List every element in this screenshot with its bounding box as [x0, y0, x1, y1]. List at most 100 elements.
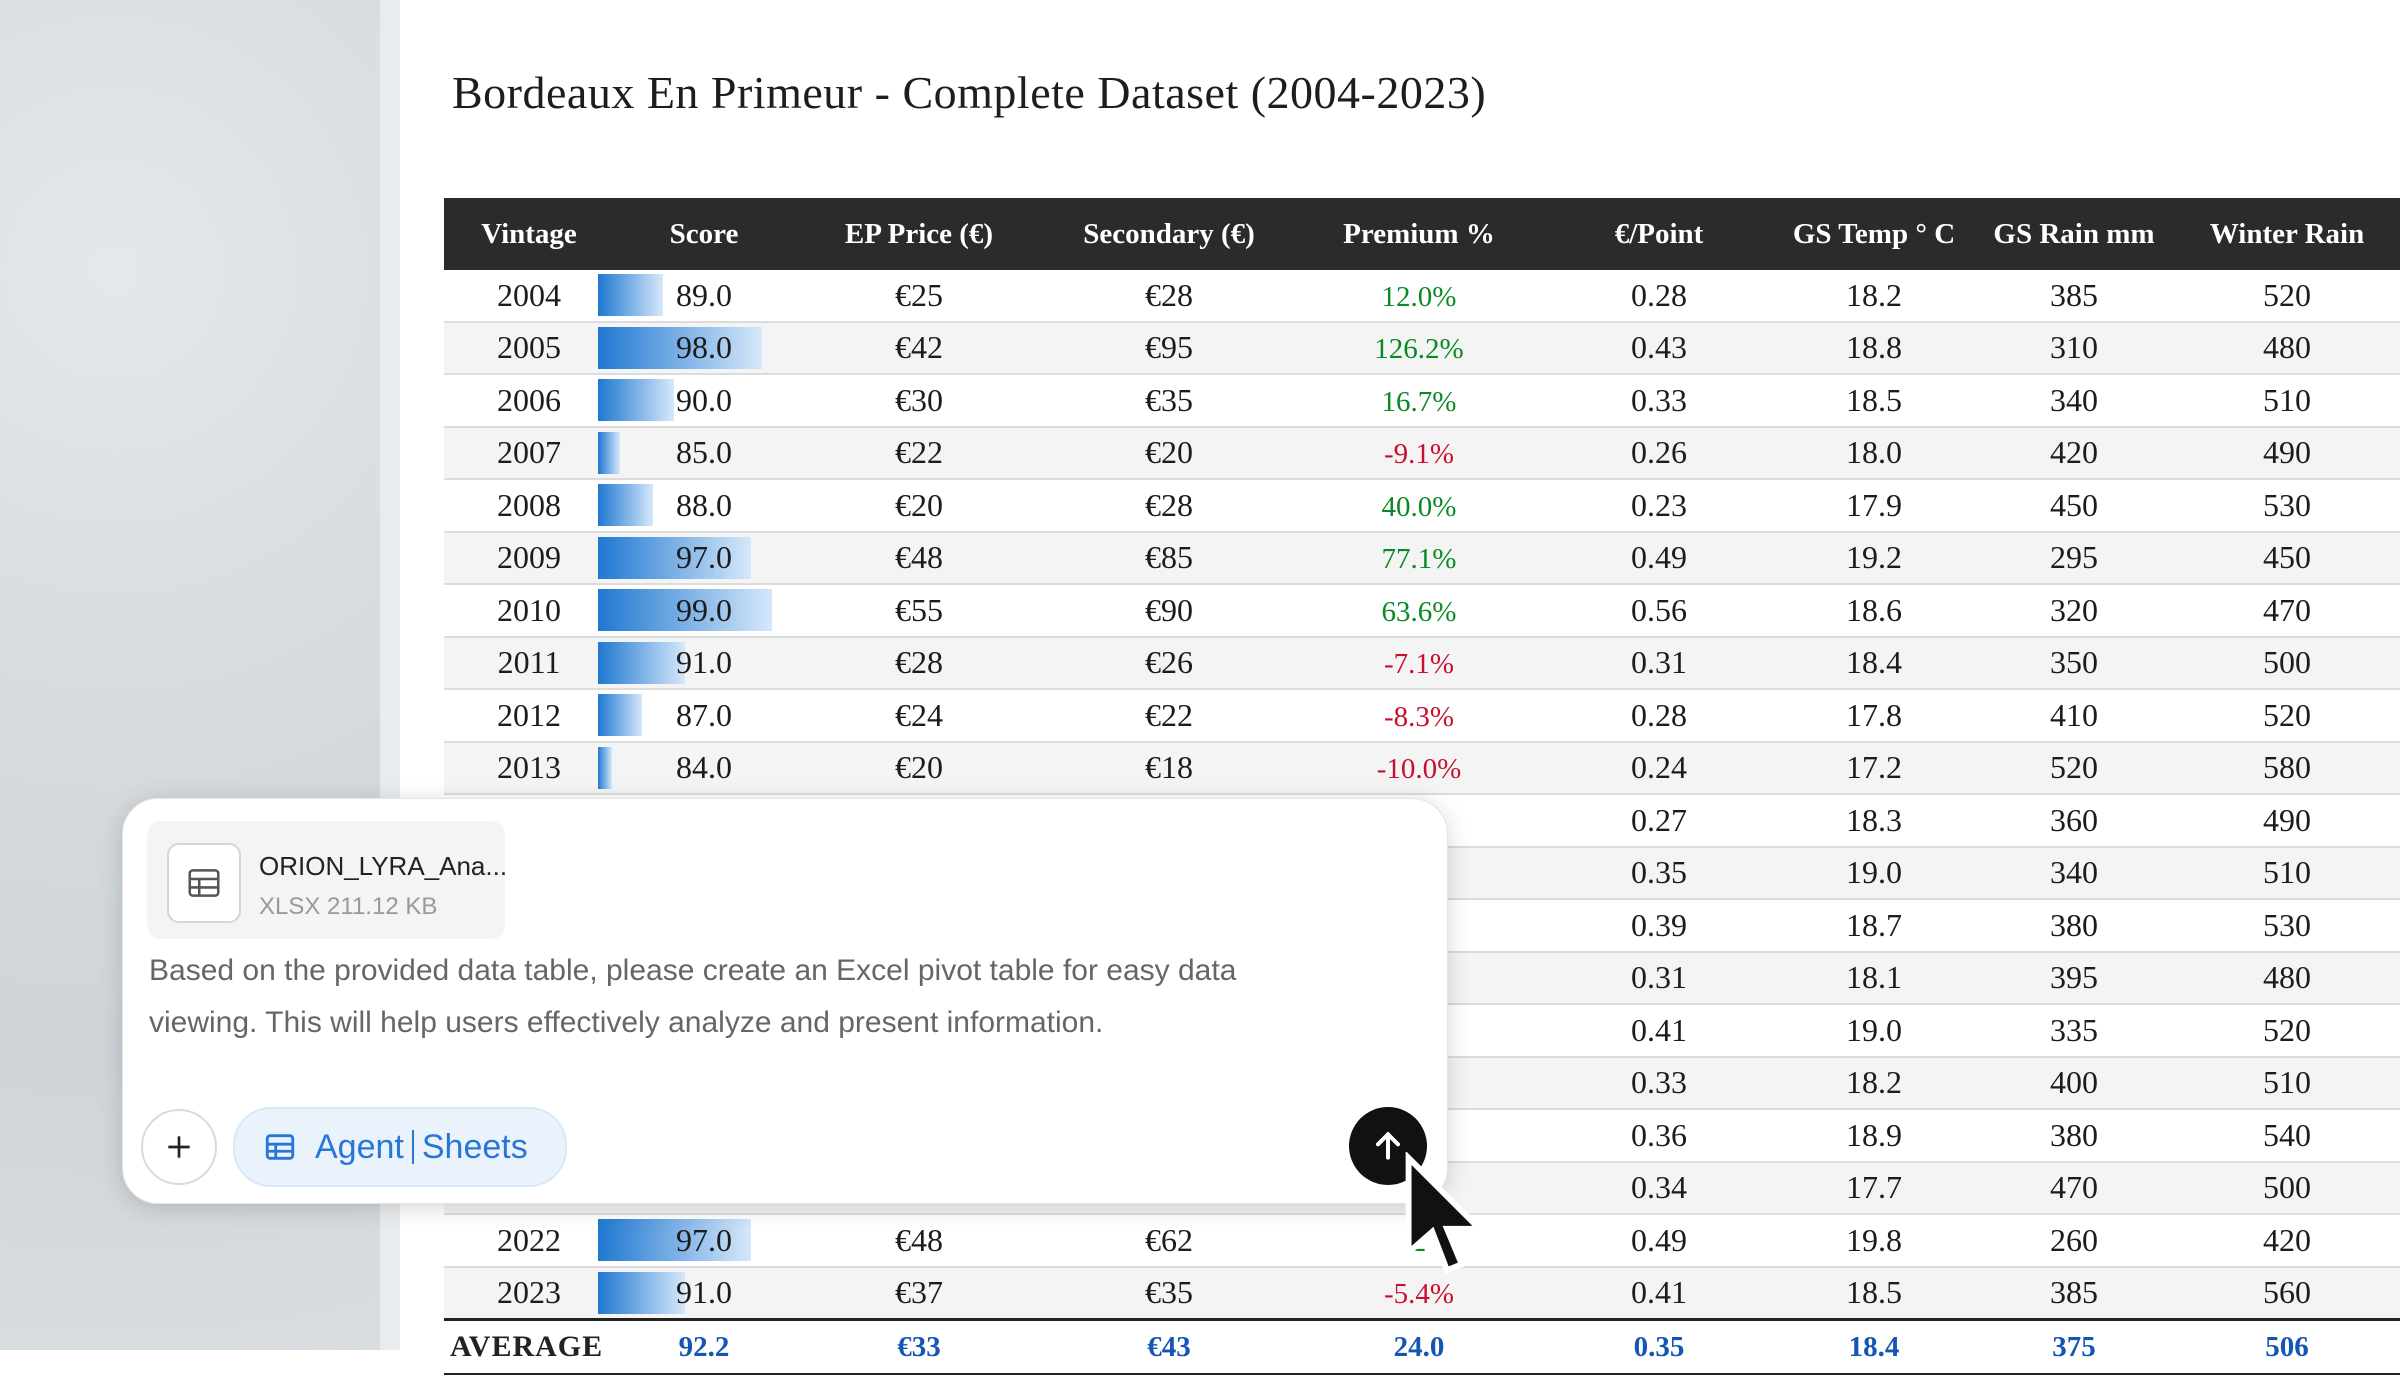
cell-temp[interactable]: 18.4 — [1774, 636, 1974, 690]
cell-score[interactable]: 89.0 — [598, 270, 794, 323]
cell-winter[interactable]: 500 — [2174, 1161, 2400, 1215]
column-header[interactable]: Secondary (€) — [1044, 198, 1294, 270]
cell-ep[interactable]: €48 — [794, 531, 1044, 585]
cell-ppt[interactable]: 0.26 — [1544, 426, 1774, 480]
cell-score[interactable]: 88.0 — [598, 479, 794, 533]
cell-temp[interactable]: 18.5 — [1774, 374, 1974, 428]
cell-vintage[interactable]: 2006 — [444, 374, 614, 428]
cell-sec[interactable]: €26 — [1044, 636, 1294, 690]
cell-rain[interactable]: 400 — [1974, 1056, 2174, 1110]
cell-winter[interactable]: 500 — [2174, 636, 2400, 690]
cell-rain[interactable]: 420 — [1974, 426, 2174, 480]
cell-rain[interactable]: 380 — [1974, 1109, 2174, 1163]
cell-prem[interactable]: 40.0% — [1294, 479, 1544, 533]
cell-ppt[interactable]: 0.41 — [1544, 1266, 1774, 1321]
cell-sec[interactable]: €22 — [1044, 689, 1294, 743]
cell-vintage[interactable]: 2007 — [444, 426, 614, 480]
cell-ppt[interactable]: 0.35 — [1544, 846, 1774, 900]
cell-winter[interactable]: 540 — [2174, 1109, 2400, 1163]
cell-winter[interactable]: 520 — [2174, 1004, 2400, 1058]
cell-temp[interactable]: 18.9 — [1774, 1109, 1974, 1163]
cell-temp[interactable]: 19.8 — [1774, 1214, 1974, 1268]
cell-ppt[interactable]: 0.49 — [1544, 1214, 1774, 1268]
cell-rain[interactable]: 520 — [1974, 741, 2174, 795]
cell-temp[interactable]: 18.2 — [1774, 1056, 1974, 1110]
cell-ppt[interactable]: 0.34 — [1544, 1161, 1774, 1215]
cell-rain[interactable]: 385 — [1974, 1266, 2174, 1321]
cell-ppt[interactable]: 0.56 — [1544, 584, 1774, 638]
cell-rain[interactable]: 335 — [1974, 1004, 2174, 1058]
cell-temp[interactable]: 19.0 — [1774, 1004, 1974, 1058]
cell-winter[interactable]: 510 — [2174, 1056, 2400, 1110]
cell-ep[interactable]: €28 — [794, 636, 1044, 690]
add-attachment-button[interactable] — [141, 1109, 217, 1185]
column-header[interactable]: €/Point — [1544, 198, 1774, 270]
cell-ppt[interactable]: 0.31 — [1544, 951, 1774, 1005]
cell-rain[interactable]: 340 — [1974, 374, 2174, 428]
cell-score[interactable]: 97.0 — [598, 531, 794, 585]
cell-prem[interactable]: 12.0% — [1294, 270, 1544, 323]
cell-winter[interactable]: 450 — [2174, 531, 2400, 585]
cell-vintage[interactable]: 2011 — [444, 636, 614, 690]
cell-temp[interactable]: 18.7 — [1774, 899, 1974, 953]
agent-sheets-chip[interactable]: Agent Sheets — [233, 1107, 567, 1187]
cell-score[interactable]: 87.0 — [598, 689, 794, 743]
cell-ppt[interactable]: 0.24 — [1544, 741, 1774, 795]
cell-ppt[interactable]: 0.36 — [1544, 1109, 1774, 1163]
cell-ppt[interactable]: 0.33 — [1544, 1056, 1774, 1110]
cell-ep[interactable]: €20 — [794, 479, 1044, 533]
cell-winter[interactable]: 520 — [2174, 270, 2400, 323]
cell-prem[interactable]: -7.1% — [1294, 636, 1544, 690]
cell-score[interactable]: 84.0 — [598, 741, 794, 795]
cell-vintage[interactable]: 2010 — [444, 584, 614, 638]
cell-temp[interactable]: 18.8 — [1774, 321, 1974, 375]
cell-score[interactable]: 99.0 — [598, 584, 794, 638]
cell-prem[interactable]: 63.6% — [1294, 584, 1544, 638]
cell-rain[interactable]: 470 — [1974, 1161, 2174, 1215]
cell-rain[interactable]: 395 — [1974, 951, 2174, 1005]
cell-prem[interactable]: 126.2% — [1294, 321, 1544, 375]
cell-temp[interactable]: 18.1 — [1774, 951, 1974, 1005]
cell-ep[interactable]: €30 — [794, 374, 1044, 428]
cell-ppt[interactable]: 0.23 — [1544, 479, 1774, 533]
column-header[interactable]: Vintage — [444, 198, 614, 270]
cell-sec[interactable]: €18 — [1044, 741, 1294, 795]
cell-winter[interactable]: 530 — [2174, 479, 2400, 533]
cell-ppt[interactable]: 0.31 — [1544, 636, 1774, 690]
cell-ppt[interactable]: 0.41 — [1544, 1004, 1774, 1058]
cell-ep[interactable]: €37 — [794, 1266, 1044, 1321]
cell-winter[interactable]: 490 — [2174, 794, 2400, 848]
cell-sec[interactable]: €62 — [1044, 1214, 1294, 1268]
cell-winter[interactable]: 420 — [2174, 1214, 2400, 1268]
cell-sec[interactable]: €90 — [1044, 584, 1294, 638]
cell-vintage[interactable]: 2008 — [444, 479, 614, 533]
column-header[interactable]: GS Temp ° C — [1774, 198, 1974, 270]
cell-prem[interactable]: 77.1% — [1294, 531, 1544, 585]
cell-ep[interactable]: €42 — [794, 321, 1044, 375]
cell-vintage[interactable]: 2009 — [444, 531, 614, 585]
cell-ppt[interactable]: 0.28 — [1544, 689, 1774, 743]
cell-sec[interactable]: €85 — [1044, 531, 1294, 585]
cell-winter[interactable]: 580 — [2174, 741, 2400, 795]
cell-prem[interactable]: -5.4% — [1294, 1266, 1544, 1321]
cell-sec[interactable]: €35 — [1044, 374, 1294, 428]
cell-temp[interactable]: 17.7 — [1774, 1161, 1974, 1215]
cell-winter[interactable]: 520 — [2174, 689, 2400, 743]
cell-ppt[interactable]: 0.28 — [1544, 270, 1774, 323]
cell-ep[interactable]: €25 — [794, 270, 1044, 323]
cell-temp[interactable]: 18.6 — [1774, 584, 1974, 638]
cell-temp[interactable]: 17.2 — [1774, 741, 1974, 795]
cell-score[interactable]: 97.0 — [598, 1214, 794, 1268]
cell-winter[interactable]: 510 — [2174, 374, 2400, 428]
cell-vintage[interactable]: 2005 — [444, 321, 614, 375]
cell-winter[interactable]: 490 — [2174, 426, 2400, 480]
cell-rain[interactable]: 380 — [1974, 899, 2174, 953]
prompt-text[interactable]: Based on the provided data table, please… — [149, 954, 1237, 1039]
cell-temp[interactable]: 18.5 — [1774, 1266, 1974, 1321]
cell-temp[interactable]: 18.2 — [1774, 270, 1974, 323]
column-header[interactable]: EP Price (€) — [794, 198, 1044, 270]
cell-score[interactable]: 91.0 — [598, 636, 794, 690]
cell-rain[interactable]: 410 — [1974, 689, 2174, 743]
attachment-card[interactable]: ORION_LYRA_Ana... XLSX 211.12 KB — [147, 821, 507, 939]
cell-rain[interactable]: 310 — [1974, 321, 2174, 375]
